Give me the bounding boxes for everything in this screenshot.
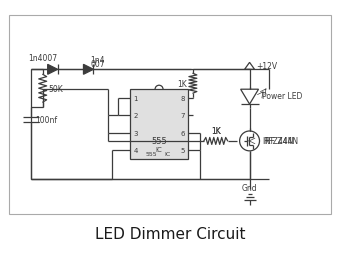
- Text: 1K: 1K: [211, 126, 221, 135]
- Text: 4: 4: [133, 148, 138, 153]
- Text: 555: 555: [151, 137, 167, 146]
- Bar: [130, 90, 188, 159]
- Text: IC: IC: [164, 151, 170, 156]
- Text: 2: 2: [133, 113, 138, 119]
- Text: 1n4007: 1n4007: [28, 54, 57, 63]
- Text: 3: 3: [133, 130, 138, 136]
- Text: 5: 5: [181, 148, 185, 153]
- Text: LED Dimmer Circuit: LED Dimmer Circuit: [95, 226, 245, 241]
- Polygon shape: [48, 65, 57, 75]
- Text: Power LED: Power LED: [262, 92, 303, 101]
- Polygon shape: [84, 65, 94, 75]
- Text: 100nf: 100nf: [35, 115, 57, 124]
- Text: IRF Z44N: IRF Z44N: [264, 137, 299, 146]
- Text: 007: 007: [90, 60, 105, 69]
- Text: 1: 1: [133, 96, 138, 102]
- FancyBboxPatch shape: [9, 15, 331, 214]
- Text: 50K: 50K: [49, 84, 64, 93]
- Text: 8: 8: [181, 96, 185, 102]
- Text: 555: 555: [145, 151, 157, 156]
- Text: 1K: 1K: [177, 80, 187, 88]
- Text: 1n4: 1n4: [90, 56, 105, 65]
- Text: Gnd: Gnd: [242, 183, 257, 192]
- Text: RFZ44N: RFZ44N: [264, 137, 294, 146]
- Text: 7: 7: [181, 113, 185, 119]
- Text: 6: 6: [181, 130, 185, 136]
- Text: +12V: +12V: [256, 61, 278, 71]
- Text: 1K: 1K: [211, 126, 221, 135]
- Text: IC: IC: [156, 146, 163, 152]
